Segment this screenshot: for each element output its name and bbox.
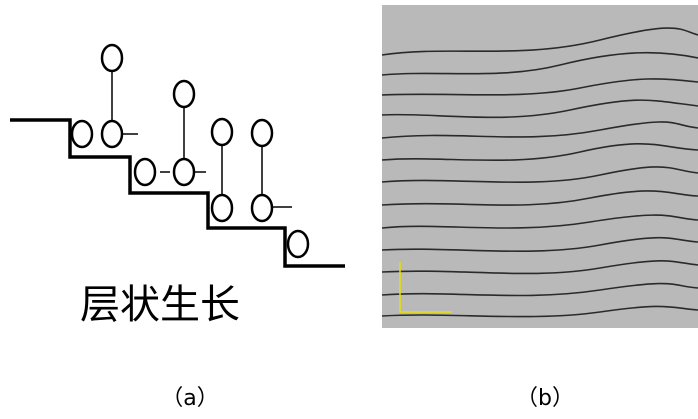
bonds bbox=[112, 71, 292, 207]
caption-b: （b） bbox=[516, 386, 574, 411]
micrograph bbox=[382, 5, 698, 328]
step-line bbox=[10, 120, 345, 266]
atoms bbox=[72, 45, 308, 257]
caption-a: （a） bbox=[161, 386, 218, 411]
figure: 层状生长 （a） （b） bbox=[0, 0, 698, 419]
layer-growth-diagram bbox=[10, 45, 345, 266]
diagram-label: 层状生长 bbox=[80, 282, 240, 328]
